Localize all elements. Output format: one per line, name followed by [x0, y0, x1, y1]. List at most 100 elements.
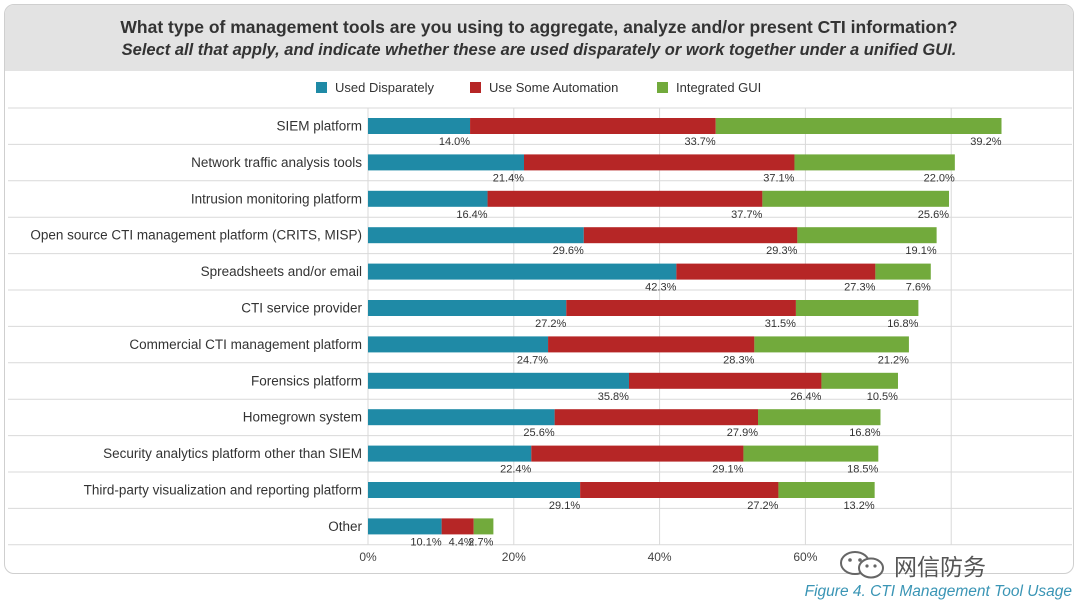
value-label: 25.6%	[523, 427, 554, 439]
value-label: 2.7%	[468, 536, 493, 548]
bar-segment	[368, 154, 525, 171]
watermark-text: 网信防务	[894, 554, 986, 580]
category-label: SIEM platform	[276, 119, 362, 134]
legend-swatch	[470, 82, 481, 93]
bar-segment	[368, 118, 471, 134]
value-label: 10.5%	[867, 391, 898, 403]
category-label: Network traffic analysis tools	[191, 155, 362, 170]
value-label: 27.2%	[747, 500, 778, 512]
value-label: 26.4%	[790, 391, 821, 403]
bar-segment	[368, 263, 677, 280]
bar-segment	[531, 445, 744, 462]
bar-segment	[797, 227, 937, 244]
bar-segment	[758, 409, 881, 426]
value-label: 21.2%	[878, 354, 909, 366]
category-label: Other	[328, 519, 362, 534]
bar-segment	[583, 227, 798, 244]
bar-segment	[441, 518, 474, 535]
value-label: 13.2%	[843, 500, 874, 512]
value-label: 27.2%	[535, 318, 566, 330]
bar-segment	[368, 372, 629, 389]
chart-title: What type of management tools are you us…	[120, 17, 958, 37]
bar-segment	[762, 190, 950, 207]
category-label: Open source CTI management platform (CRI…	[30, 228, 362, 243]
bar-segment	[368, 300, 567, 316]
bar-segment	[566, 300, 796, 316]
bar-segment	[368, 336, 549, 353]
category-label: Spreadsheets and/or email	[201, 264, 362, 279]
chart-legend: Used Disparately Use Some Automation Integ…	[0, 80, 1080, 100]
value-label: 4.4%	[449, 536, 474, 548]
bar-segment	[524, 154, 795, 171]
value-label: 31.5%	[765, 318, 796, 330]
legend-swatch	[657, 82, 668, 93]
bar-segment	[368, 190, 488, 207]
value-label: 16.8%	[849, 427, 880, 439]
value-label: 16.8%	[887, 318, 918, 330]
chart-frame: What type of management tools are you us…	[4, 4, 1074, 574]
bar-segment	[778, 482, 875, 498]
chart-header: What type of management tools are you us…	[5, 5, 1073, 71]
value-label: 27.3%	[844, 282, 875, 294]
bar-segment	[875, 263, 931, 280]
bar-segment	[676, 263, 876, 280]
category-label: CTI service provider	[241, 301, 362, 316]
value-label: 37.1%	[763, 172, 794, 184]
category-label: Security analytics platform other than S…	[103, 446, 362, 461]
bar-segment	[368, 227, 584, 244]
bar-segment	[368, 482, 581, 498]
value-label: 22.4%	[500, 464, 531, 476]
value-label: 35.8%	[598, 391, 629, 403]
value-label: 10.1%	[410, 536, 441, 548]
legend-label: Use Some Automation	[489, 80, 619, 95]
x-tick-label: 40%	[648, 550, 672, 564]
legend-item: Integrated GUI	[657, 80, 761, 95]
watermark: 网信防务	[838, 548, 986, 582]
bar-segment	[473, 518, 494, 535]
value-label: 21.4%	[493, 172, 524, 184]
bar-segment	[715, 118, 1002, 134]
legend-item: Use Some Automation	[470, 80, 618, 95]
value-label: 37.7%	[731, 209, 762, 221]
value-label: 19.1%	[905, 245, 936, 257]
value-label: 24.7%	[517, 354, 548, 366]
category-label: Third-party visualization and reporting …	[84, 483, 362, 498]
bar-segment	[794, 154, 955, 171]
bar-segment	[795, 300, 919, 316]
value-label: 22.0%	[924, 172, 955, 184]
legend-swatch	[316, 82, 327, 93]
bar-segment	[487, 190, 763, 207]
value-label: 42.3%	[645, 282, 676, 294]
bar-segment	[754, 336, 909, 353]
value-label: 29.1%	[549, 500, 580, 512]
bar-segment	[628, 372, 822, 389]
value-label: 28.3%	[723, 354, 754, 366]
category-label: Intrusion monitoring platform	[191, 191, 362, 206]
bar-segment	[368, 518, 442, 535]
value-label: 7.6%	[906, 282, 931, 294]
legend-label: Used Disparately	[335, 80, 434, 95]
category-label: Commercial CTI management platform	[129, 337, 362, 352]
category-label: Homegrown system	[243, 410, 362, 425]
value-label: 18.5%	[847, 464, 878, 476]
wechat-icon	[840, 551, 884, 579]
bar-segment	[470, 118, 716, 134]
value-label: 27.9%	[727, 427, 758, 439]
legend-label: Integrated GUI	[676, 80, 762, 95]
bar-segment	[743, 445, 879, 462]
value-label: 29.3%	[766, 245, 797, 257]
value-label: 39.2%	[970, 136, 1001, 148]
bar-segment	[580, 482, 779, 498]
bar-segment	[554, 409, 759, 426]
bar-segment	[548, 336, 755, 353]
x-tick-label: 60%	[793, 550, 817, 564]
value-label: 33.7%	[685, 136, 716, 148]
legend-item: Used Disparately	[316, 80, 434, 95]
bar-segment	[368, 409, 555, 426]
category-label: Forensics platform	[251, 373, 362, 388]
bar-segment	[368, 445, 532, 462]
figure-caption: Figure 4. CTI Management Tool Usage	[804, 583, 1072, 600]
value-label: 25.6%	[918, 209, 949, 221]
value-label: 14.0%	[439, 136, 470, 148]
